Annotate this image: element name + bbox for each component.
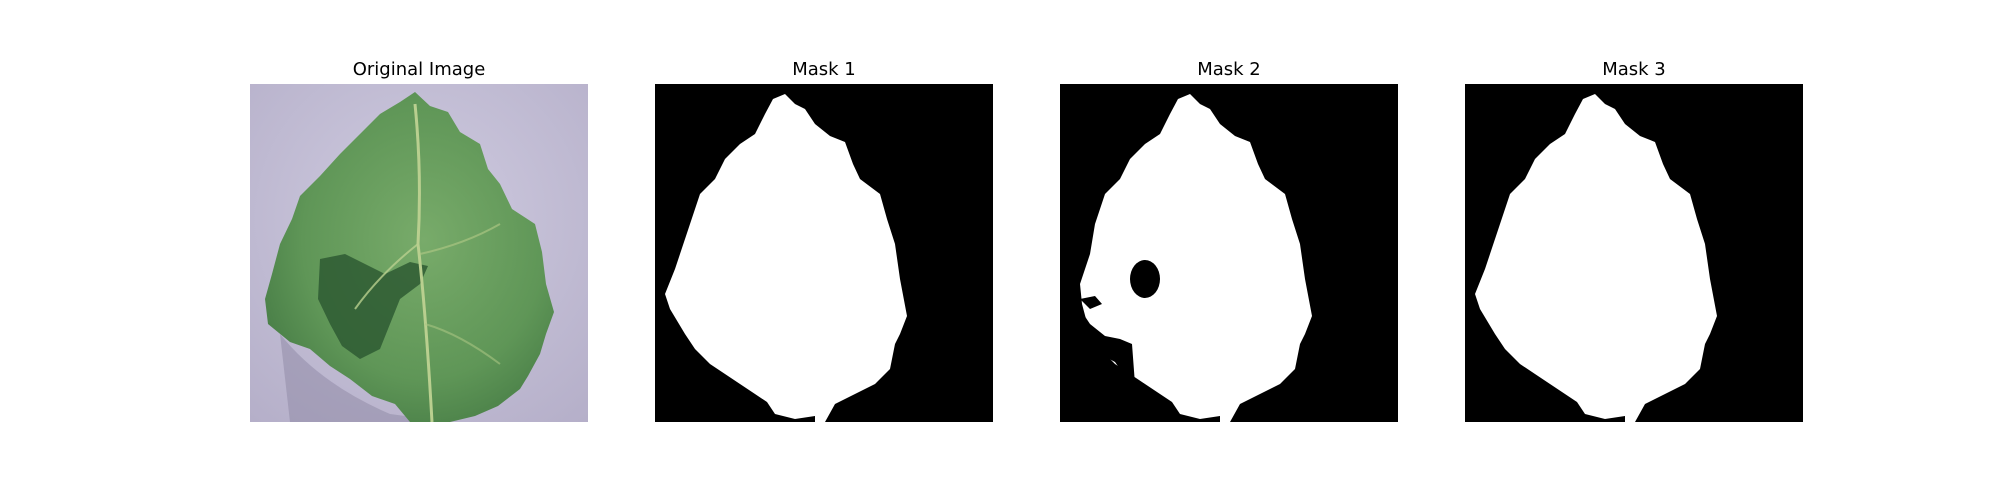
original-image: [250, 84, 588, 422]
mask-2: [1060, 84, 1398, 422]
title-original-image: Original Image: [352, 59, 486, 80]
segmentation-mask: [655, 84, 993, 422]
mask-region: [1080, 94, 1312, 422]
leaf-shadow: [280, 334, 450, 422]
mask-region: [1475, 94, 1717, 422]
segmentation-mask: [1060, 84, 1398, 422]
mask-hole: [1130, 260, 1160, 298]
leaf-vein-lower: [424, 323, 501, 365]
leaf-body: [265, 92, 554, 422]
leaf-photo: [250, 84, 588, 422]
leaf-vein-right: [419, 223, 501, 255]
leaf-dark-patch: [318, 254, 428, 359]
title-mask-3: Mask 3: [1602, 59, 1666, 80]
mask-region: [665, 94, 907, 422]
segmentation-mask: [1465, 84, 1803, 422]
title-mask-2: Mask 2: [1197, 59, 1261, 80]
mask-hole-small: [1080, 296, 1102, 309]
mask-1: [655, 84, 993, 422]
mask-3: [1465, 84, 1803, 422]
leaf-vein-left: [354, 243, 419, 310]
mask-edge-notch: [1070, 289, 1135, 384]
title-mask-1: Mask 1: [792, 59, 856, 80]
